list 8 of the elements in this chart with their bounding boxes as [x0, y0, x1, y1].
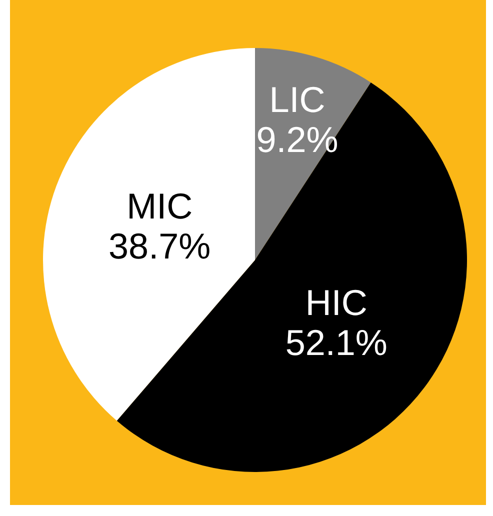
pie-slice [255, 48, 371, 260]
data-label: 9.2% [256, 118, 338, 160]
slice-label: LIC [269, 78, 326, 120]
data-label: 38.7% [108, 226, 211, 267]
slice-label: HIC [305, 282, 368, 324]
slice-label: MIC [126, 186, 193, 227]
data-label: 52.1% [285, 322, 388, 364]
pie-slice [43, 48, 255, 421]
